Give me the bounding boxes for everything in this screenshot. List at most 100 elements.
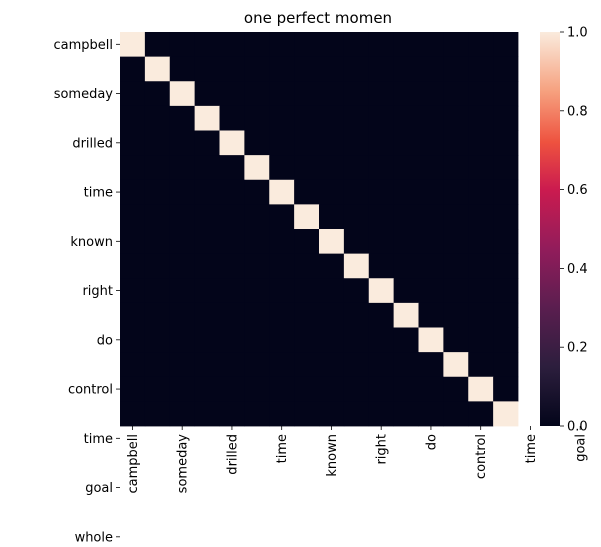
y-tick-label: control (68, 383, 113, 398)
heatmap-cell (169, 204, 196, 230)
heatmap-cell (244, 327, 270, 353)
heatmap-cell (144, 327, 171, 353)
heatmap-cell (443, 376, 469, 402)
heatmap-cell (319, 278, 345, 304)
heatmap-cell (244, 32, 270, 58)
x-tick-label: campbell (126, 434, 141, 494)
heatmap-cell (319, 155, 345, 181)
heatmap-cell (194, 278, 220, 304)
heatmap-cell (418, 327, 444, 353)
heatmap-cell (468, 155, 494, 181)
colorbar-tick-label: 1.0 (567, 26, 588, 41)
colorbar-tick-label: 0.4 (567, 262, 588, 277)
heatmap-cell (294, 130, 320, 156)
heatmap-cell (443, 229, 469, 255)
heatmap-cell (368, 204, 395, 230)
y-tick-label: whole (75, 530, 113, 545)
heatmap-cell (418, 401, 444, 427)
heatmap-cell (120, 130, 146, 156)
heatmap-cell (294, 401, 320, 427)
heatmap-cell (269, 130, 295, 156)
heatmap-cell (144, 56, 171, 82)
heatmap-cell (319, 229, 345, 255)
x-tick-label: known (325, 434, 340, 477)
heatmap-cell (144, 302, 171, 328)
heatmap-cell (418, 302, 444, 328)
heatmap-cell (120, 105, 146, 131)
heatmap-cell (120, 327, 146, 353)
heatmap-cell (343, 327, 370, 353)
heatmap-cell (368, 130, 395, 156)
heatmap-cell (144, 179, 171, 205)
heatmap-cell (493, 327, 519, 353)
heatmap-cell (493, 401, 519, 427)
heatmap-cell (468, 376, 494, 402)
heatmap-cell (468, 229, 494, 255)
heatmap-cell (244, 376, 270, 402)
heatmap-cell (244, 352, 270, 378)
heatmap-cell (418, 253, 444, 279)
heatmap-cell (294, 278, 320, 304)
colorbar-ticks: 0.0 0.2 0.4 0.6 0.8 1.0 (560, 26, 588, 435)
heatmap-cell (393, 229, 419, 255)
heatmap-cell (244, 401, 270, 427)
heatmap-cell (194, 229, 220, 255)
heatmap-cell (393, 179, 419, 205)
heatmap-cell (319, 130, 345, 156)
heatmap-cell (194, 352, 220, 378)
heatmap-cell (368, 105, 395, 131)
heatmap-cell (294, 155, 320, 181)
heatmap-cell (294, 376, 320, 402)
heatmap-cell (219, 56, 245, 82)
heatmap-cell (368, 155, 395, 181)
heatmap-cell (269, 229, 295, 255)
heatmap-cell (468, 253, 494, 279)
heatmap-cell (319, 327, 345, 353)
heatmap-cell (144, 32, 171, 58)
heatmap-cell (169, 401, 196, 427)
heatmap-cell (493, 155, 519, 181)
heatmap-cell (194, 81, 220, 107)
heatmap-cell (393, 32, 419, 58)
heatmap-cell (219, 105, 245, 131)
heatmap-cell (393, 155, 419, 181)
y-tick-label: someday (54, 87, 114, 102)
heatmap-cell (443, 253, 469, 279)
x-tick-label: time (524, 434, 539, 463)
heatmap-cell (368, 327, 395, 353)
heatmap-cell (144, 130, 171, 156)
heatmap-cell (194, 130, 220, 156)
heatmap-cell (120, 401, 146, 427)
heatmap-cell (443, 302, 469, 328)
heatmap-cell (493, 81, 519, 107)
y-tick-label: time (84, 432, 113, 447)
heatmap-cell (169, 81, 196, 107)
heatmap-cell (120, 56, 146, 82)
heatmap-cell (219, 81, 245, 107)
x-tick-label: control (474, 434, 489, 479)
heatmap-cell (169, 179, 196, 205)
heatmap-cell (194, 327, 220, 353)
heatmap-cell (120, 352, 146, 378)
heatmap-cell (244, 253, 270, 279)
heatmap-cell (169, 376, 196, 402)
heatmap-cell (219, 155, 245, 181)
heatmap-cell (368, 56, 395, 82)
heatmap-cell (319, 204, 345, 230)
heatmap-cell (294, 81, 320, 107)
heatmap-cell (393, 56, 419, 82)
heatmap-cell (368, 253, 395, 279)
heatmap-cell (269, 32, 295, 58)
heatmap-cell (294, 32, 320, 58)
heatmap-cell (194, 155, 220, 181)
heatmap-cell (169, 278, 196, 304)
heatmap-cell (194, 105, 220, 131)
heatmap-cell (319, 302, 345, 328)
heatmap-cell (144, 155, 171, 181)
heatmap-cell (244, 130, 270, 156)
heatmap-cell (393, 105, 419, 131)
heatmap-cell (343, 130, 370, 156)
heatmap-cell (144, 204, 171, 230)
heatmap-cell (468, 105, 494, 131)
heatmap-cell (393, 204, 419, 230)
